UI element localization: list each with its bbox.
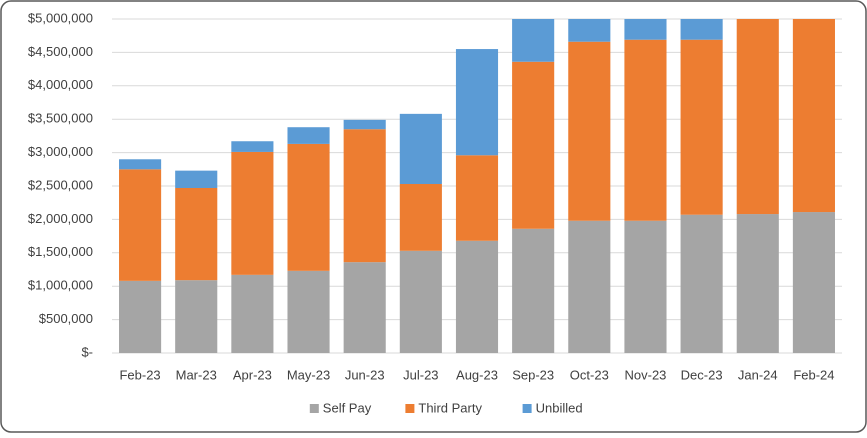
bar-segment bbox=[568, 220, 611, 353]
y-tick-label: $3,500,000 bbox=[28, 111, 93, 126]
bar-segment bbox=[512, 61, 555, 229]
bar-segment bbox=[231, 151, 274, 275]
legend-swatch bbox=[522, 404, 532, 413]
x-tick-label: Oct-23 bbox=[570, 367, 609, 382]
y-tick-label: $2,000,000 bbox=[28, 211, 93, 226]
legend-swatch bbox=[309, 404, 319, 413]
x-tick-label: Jan-24 bbox=[738, 367, 778, 382]
x-tick-label: May-23 bbox=[287, 367, 330, 382]
bar-segment bbox=[119, 280, 162, 353]
bar-segment bbox=[455, 155, 499, 241]
bar-segment bbox=[399, 113, 442, 184]
bar-segment bbox=[792, 19, 835, 213]
legend-label: Unbilled bbox=[536, 400, 583, 415]
y-tick-label: $500,000 bbox=[39, 311, 93, 326]
bar-segment bbox=[175, 170, 218, 189]
bar-segment bbox=[119, 169, 162, 281]
legend-label: Third Party bbox=[418, 400, 482, 415]
bar-segment bbox=[231, 274, 274, 353]
x-tick-label: Nov-23 bbox=[625, 367, 667, 382]
y-tick-label: $1,000,000 bbox=[28, 278, 93, 293]
bar-segment bbox=[624, 19, 667, 40]
bar-segment bbox=[231, 141, 274, 152]
bar-segment bbox=[287, 127, 330, 144]
bar-segment bbox=[680, 39, 723, 215]
bar-segment bbox=[287, 270, 330, 353]
bars bbox=[119, 19, 835, 353]
bar-segment bbox=[343, 129, 386, 263]
x-tick-label: Jun-23 bbox=[345, 367, 385, 382]
bar-segment bbox=[568, 19, 611, 42]
bar-segment bbox=[680, 214, 723, 353]
y-tick-label: $2,500,000 bbox=[28, 177, 93, 192]
bar-segment bbox=[455, 240, 499, 353]
x-tick-label: Feb-24 bbox=[793, 367, 834, 382]
bar-segment bbox=[175, 188, 218, 281]
y-tick-label: $1,500,000 bbox=[28, 244, 93, 259]
bar-segment bbox=[343, 262, 386, 353]
bar-segment bbox=[399, 250, 442, 353]
bar-segment bbox=[512, 228, 555, 353]
y-tick-label: $4,000,000 bbox=[28, 77, 93, 92]
bar-segment bbox=[624, 39, 667, 221]
x-tick-label: Jul-23 bbox=[403, 367, 438, 382]
bar-segment bbox=[119, 159, 162, 170]
bar-segment bbox=[399, 183, 442, 251]
y-tick-label: $5,000,000 bbox=[28, 10, 93, 25]
x-tick-label: Feb-23 bbox=[119, 367, 160, 382]
x-tick-label: Dec-23 bbox=[681, 367, 723, 382]
bar-segment bbox=[175, 280, 218, 353]
y-tick-label: $- bbox=[81, 344, 93, 359]
y-tick-label: $4,500,000 bbox=[28, 44, 93, 59]
x-tick-label: Apr-23 bbox=[233, 367, 272, 382]
x-tick-label: Aug-23 bbox=[456, 367, 498, 382]
bar-segment bbox=[455, 49, 499, 156]
bar-segment bbox=[343, 119, 386, 130]
labels: $- $500,000 $1,000,000 $1,500,000 $2,000,000… bbox=[28, 10, 835, 415]
y-tick-label: $3,000,000 bbox=[28, 144, 93, 159]
x-tick-label: Mar-23 bbox=[176, 367, 217, 382]
legend-label: Self Pay bbox=[323, 400, 372, 415]
bar-segment bbox=[680, 19, 723, 40]
bar-segment bbox=[736, 214, 779, 353]
x-tick-label: Sep-23 bbox=[512, 367, 554, 382]
bar-segment bbox=[736, 19, 779, 215]
bar-segment bbox=[568, 41, 611, 221]
bar-segment bbox=[512, 19, 555, 62]
bar-segment bbox=[792, 212, 835, 353]
legend-swatch bbox=[405, 404, 415, 413]
bar-segment bbox=[624, 220, 667, 353]
bar-segment bbox=[287, 143, 330, 271]
